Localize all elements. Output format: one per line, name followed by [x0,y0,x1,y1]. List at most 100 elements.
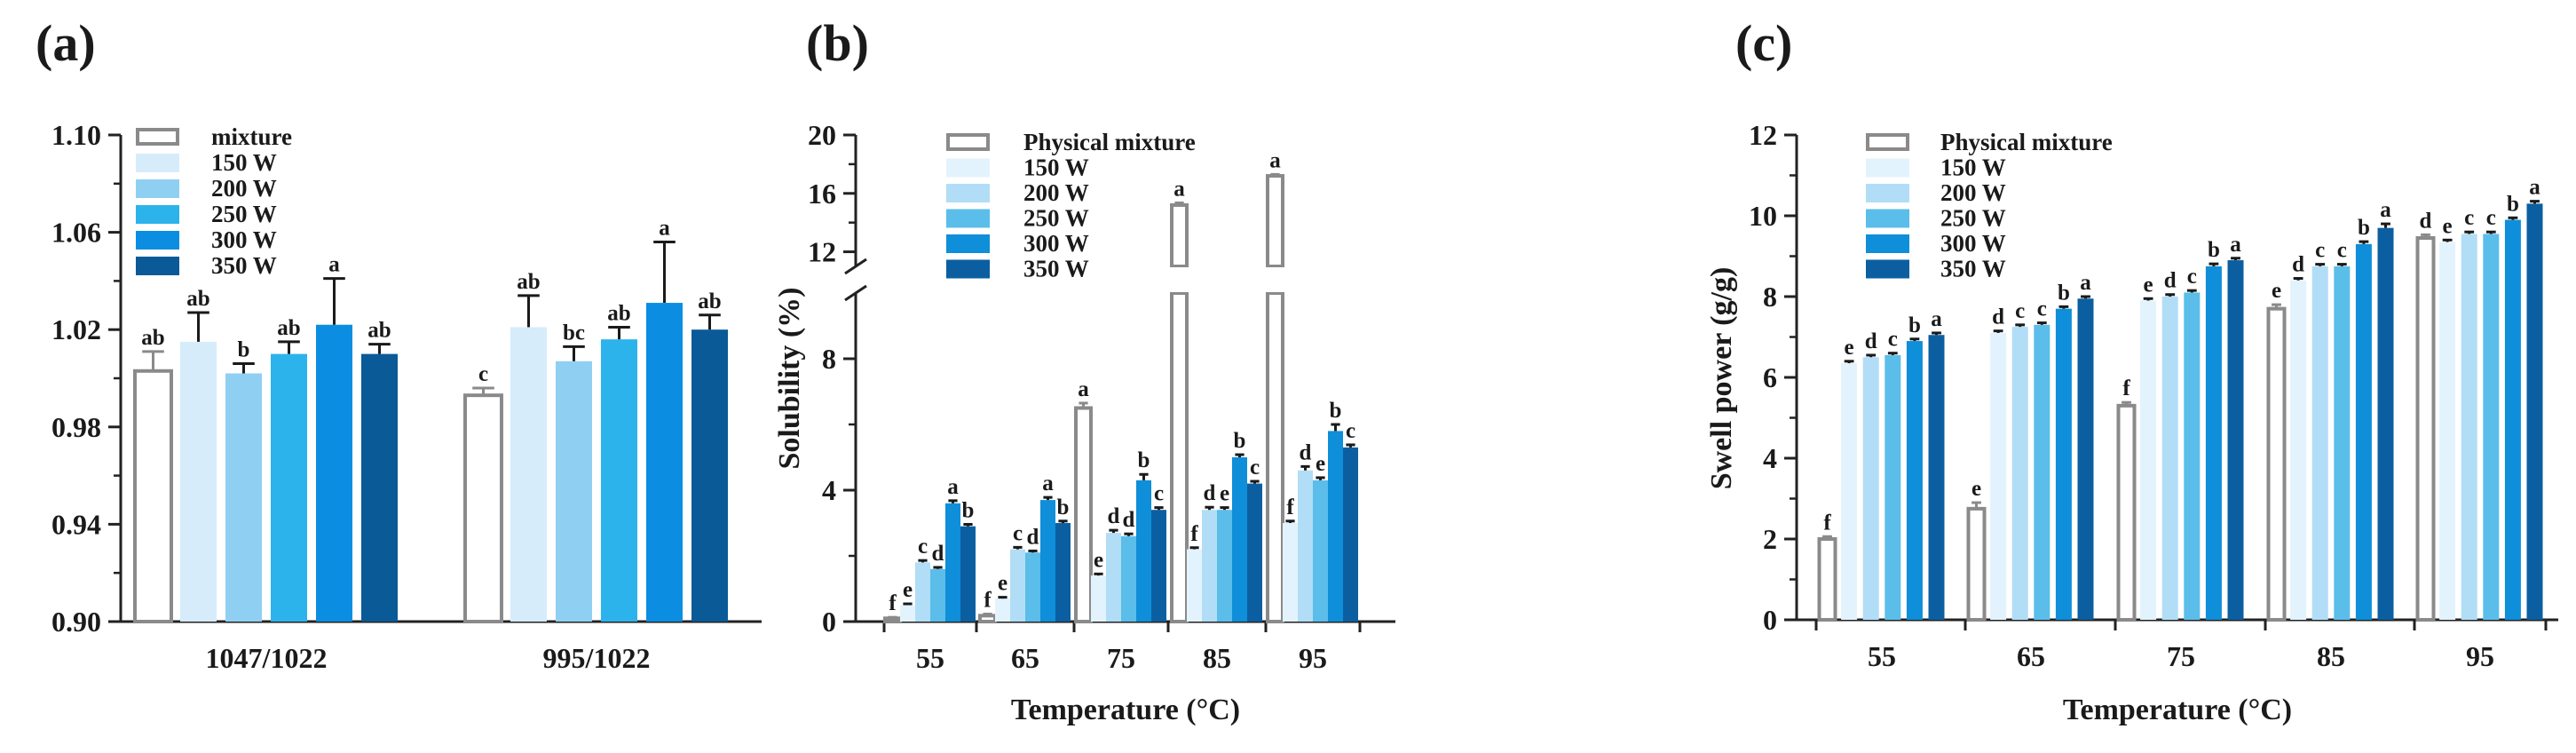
significance-label: ab [367,319,391,343]
legend-label: 150 W [1940,155,2006,181]
legend-label: 350 W [1023,256,1089,282]
bar [2055,308,2072,620]
y-tick-label: 20 [808,119,836,151]
legend-swatch [1866,158,1909,178]
bar [2205,266,2222,620]
significance-label: a [1042,472,1054,495]
legend-swatch [136,179,179,198]
significance-label: c [2486,206,2496,230]
bar [1266,174,1284,269]
bar [1862,357,1879,620]
significance-label: b [962,498,975,522]
bar [2377,227,2394,620]
bar [1247,483,1262,622]
bar [2140,300,2157,620]
bar-break-gap [1169,267,1189,292]
bar [556,361,592,622]
axis-break-mark [844,258,867,275]
significance-label: e [2144,273,2153,297]
bar [1966,506,1987,622]
significance-label: c [918,535,928,559]
bar [2227,260,2244,620]
legend-swatch [946,234,990,253]
x-tick-label: 55 [1868,640,1896,672]
y-tick-label: 8 [1763,281,1777,313]
significance-label: c [1250,456,1260,480]
significance-label: a [659,217,670,241]
bar [1170,202,1189,268]
y-tick-label: 12 [1749,119,1777,151]
legend-label: Physical mixture [1023,129,1196,155]
y-axis-title: Solubility (%) [773,288,806,470]
significance-label: d [1865,329,1877,353]
bar [601,339,637,622]
significance-label: ab [607,301,630,325]
significance-label: c [1013,521,1023,545]
significance-label: e [1220,482,1229,506]
y-tick-label: 8 [822,343,836,375]
significance-label: d [932,542,944,566]
legend-swatch [136,231,179,250]
bar [960,526,976,622]
x-tick-label: 95 [1299,642,1327,674]
y-tick-label: 0.94 [51,508,101,540]
bar [1990,332,2007,620]
significance-label: f [1286,495,1294,519]
significance-label: d [1027,525,1039,549]
significance-label: b [1138,448,1150,472]
bar [2116,403,2137,622]
significance-label: c [2187,265,2197,289]
bar [2311,266,2328,620]
bar [510,327,547,622]
panel-label: (a) [36,14,96,72]
bar [1151,510,1166,622]
y-tick-label: 1.10 [51,119,101,151]
significance-label: e [998,572,1007,596]
bar [180,341,217,622]
bar [2483,234,2500,620]
bar [900,605,915,622]
bar [1136,480,1151,622]
x-tick-label: 55 [916,642,944,674]
significance-label: ab [517,270,540,294]
bar [1202,510,1217,622]
significance-label: a [1173,177,1185,201]
significance-label: e [2443,214,2453,238]
panel-a: (a)0.900.940.981.021.061.101047/1022abab… [36,14,762,674]
significance-label: d [1204,481,1216,505]
y-tick-label: 4 [1763,442,1777,474]
bar [1091,575,1106,622]
bar [1885,354,1901,620]
bar [1906,341,1923,620]
legend-swatch [1866,209,1909,228]
bar [463,393,503,623]
significance-label: f [1190,522,1198,546]
bar [2415,236,2436,622]
significance-label: ab [141,326,164,350]
x-tick-label: 995/1022 [543,642,651,674]
bar [1817,537,1837,622]
significance-label: b [238,338,250,362]
legend-swatch [946,158,990,178]
bar [1010,549,1025,622]
significance-label: a [1078,377,1089,401]
legend-label: 250 W [1023,205,1089,232]
significance-label: e [1845,336,1854,360]
significance-label: e [1972,477,1981,501]
bar [930,568,945,622]
bar [2266,306,2287,622]
legend-swatch [946,259,990,279]
bar [945,503,960,622]
significance-label: a [2080,271,2091,295]
bar [1121,535,1136,622]
x-tick-label: 1047/1022 [206,642,328,674]
significance-label: c [1154,482,1164,506]
bar [1217,510,1232,622]
significance-label: e [903,578,913,602]
legend-label: 250 W [1940,205,2006,232]
bar [1343,447,1358,622]
significance-label: b [1908,313,1921,337]
